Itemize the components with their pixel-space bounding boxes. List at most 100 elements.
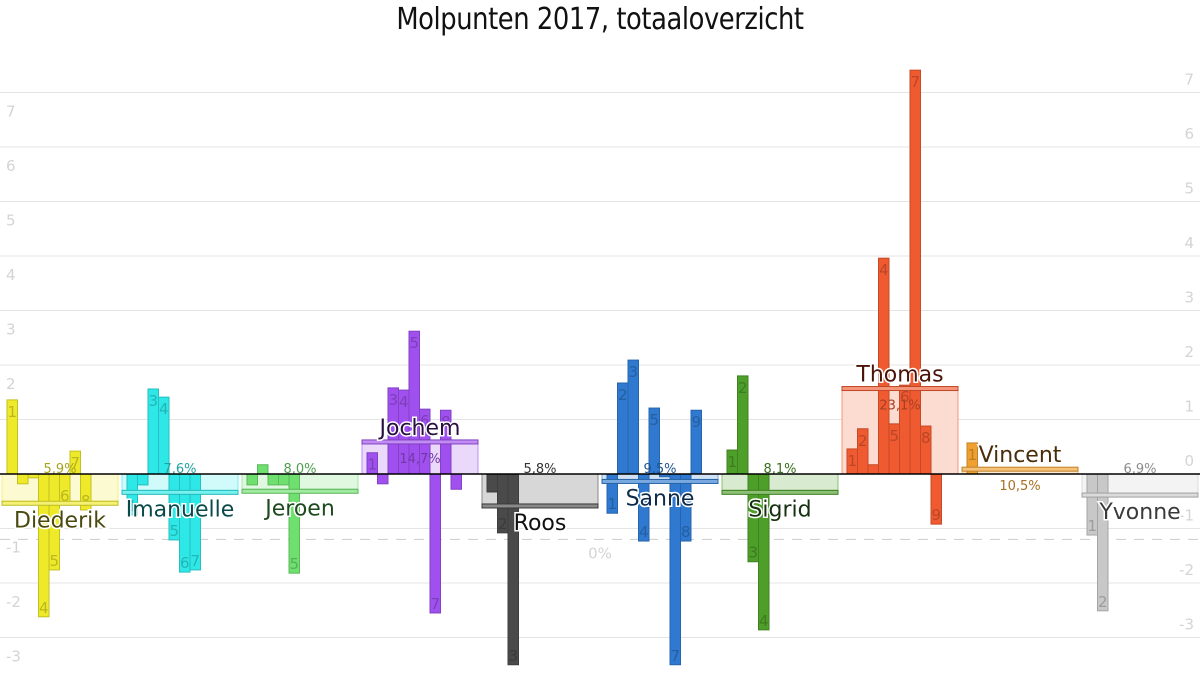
average-line bbox=[841, 386, 959, 392]
bar-label: 5 bbox=[49, 552, 59, 570]
bar-label: 7 bbox=[190, 552, 200, 570]
reference-label: 0% bbox=[588, 544, 612, 562]
bar bbox=[450, 473, 462, 490]
bar-label: 7 bbox=[70, 454, 80, 472]
bar-label: 8 bbox=[681, 523, 691, 541]
bar-label: 4 bbox=[879, 261, 889, 279]
bar-label: 4 bbox=[639, 523, 649, 541]
y-tick-right: -3 bbox=[1179, 616, 1194, 634]
average-line bbox=[481, 503, 599, 509]
bar bbox=[246, 473, 258, 486]
bar-label: 4 bbox=[759, 612, 769, 630]
bar-label: 5 bbox=[409, 334, 419, 352]
y-tick-left: -1 bbox=[6, 539, 21, 557]
bar-label: 3 bbox=[508, 647, 518, 665]
bar-label: 7 bbox=[670, 647, 680, 665]
bar-label: 5 bbox=[289, 555, 299, 573]
bar-label: 1 bbox=[847, 452, 857, 470]
person-name: Sigrid bbox=[748, 497, 811, 522]
average-line bbox=[1081, 492, 1199, 498]
y-tick-right: -2 bbox=[1179, 561, 1194, 579]
bar bbox=[257, 464, 269, 475]
bar bbox=[867, 464, 879, 475]
bar-label: 1 bbox=[607, 495, 617, 513]
person-name: Jochem bbox=[378, 416, 461, 441]
bar-label: 4 bbox=[399, 393, 409, 411]
bar-label: 8 bbox=[921, 429, 931, 447]
bar-label: 1 bbox=[967, 446, 977, 464]
bar-label: 3 bbox=[388, 391, 398, 409]
bar-label: 5 bbox=[169, 522, 179, 540]
bar-label: 3 bbox=[148, 392, 158, 410]
chart-title: Molpunten 2017, totaaloverzicht bbox=[396, 2, 804, 37]
person-name: Jeroen bbox=[263, 496, 335, 521]
bar-label: 1 bbox=[727, 453, 737, 471]
y-tick-left: -2 bbox=[6, 593, 21, 611]
bar bbox=[267, 473, 279, 486]
bar-label: 4 bbox=[39, 599, 49, 617]
y-tick-right: 6 bbox=[1184, 125, 1194, 143]
bar-label: 2 bbox=[738, 379, 748, 397]
bar-label: 6 bbox=[900, 388, 910, 406]
percent-label: 10,5% bbox=[999, 479, 1040, 494]
person-name: Yvonne bbox=[1098, 500, 1180, 525]
bar-label: 7 bbox=[910, 73, 920, 91]
person-name: Roos bbox=[514, 511, 567, 536]
bar-label: 8 bbox=[441, 413, 451, 431]
bar-label: 5 bbox=[889, 427, 899, 445]
y-tick-right: 0 bbox=[1184, 452, 1194, 470]
bar bbox=[137, 473, 149, 486]
bar-label: 6 bbox=[60, 487, 70, 505]
bar-label: 1 bbox=[7, 403, 17, 421]
average-line bbox=[361, 439, 479, 445]
average-line bbox=[961, 466, 1079, 472]
average-line bbox=[241, 488, 359, 494]
person-name: Sanne bbox=[626, 486, 695, 511]
bar-label: 1 bbox=[127, 497, 137, 515]
person-name: Thomas bbox=[855, 363, 943, 388]
y-tick-right: 2 bbox=[1184, 343, 1194, 361]
y-tick-right: 1 bbox=[1184, 398, 1194, 416]
y-tick-left: -3 bbox=[6, 648, 21, 666]
bar-label: 1 bbox=[367, 456, 377, 474]
y-tick-left: 4 bbox=[6, 266, 16, 284]
y-tick-right: 4 bbox=[1184, 234, 1194, 252]
bar bbox=[486, 473, 498, 493]
y-tick-left: 6 bbox=[6, 157, 16, 175]
y-tick-right: 5 bbox=[1184, 180, 1194, 198]
average-line bbox=[1, 500, 119, 506]
bar-label: 1 bbox=[1087, 517, 1097, 535]
bar-label: 3 bbox=[628, 363, 638, 381]
y-tick-left: 5 bbox=[6, 212, 16, 230]
y-tick-left: 3 bbox=[6, 321, 16, 339]
average-line bbox=[601, 478, 719, 484]
y-tick-right: -1 bbox=[1179, 507, 1194, 525]
person-name: Vincent bbox=[979, 443, 1062, 468]
average-line bbox=[721, 489, 839, 495]
bar-label: 3 bbox=[748, 544, 758, 562]
bar-label: 2 bbox=[498, 515, 508, 533]
bar bbox=[17, 473, 29, 485]
bar-label: 7 bbox=[430, 595, 440, 613]
y-tick-left: 2 bbox=[6, 375, 16, 393]
bar-label: 4 bbox=[159, 400, 169, 418]
bar-label: 6 bbox=[180, 554, 190, 572]
percent-label: 14,7% bbox=[399, 452, 440, 467]
bar-label: 9 bbox=[691, 413, 701, 431]
bar-label: 6 bbox=[420, 412, 430, 430]
average-line bbox=[121, 489, 239, 495]
bar-label: 5 bbox=[649, 411, 659, 429]
bar bbox=[377, 473, 389, 485]
bar-label: 2 bbox=[858, 432, 868, 450]
y-tick-right: 3 bbox=[1184, 289, 1194, 307]
person-name: Diederik bbox=[14, 508, 106, 533]
bar-label: 9 bbox=[931, 506, 941, 524]
bar-label: 2 bbox=[618, 386, 628, 404]
bar bbox=[429, 473, 441, 614]
bar bbox=[507, 473, 519, 666]
person-name: Imanuelle bbox=[126, 497, 235, 522]
bar bbox=[38, 473, 50, 618]
y-tick-left: 7 bbox=[6, 103, 16, 121]
percent-label: 23,1% bbox=[879, 399, 920, 414]
